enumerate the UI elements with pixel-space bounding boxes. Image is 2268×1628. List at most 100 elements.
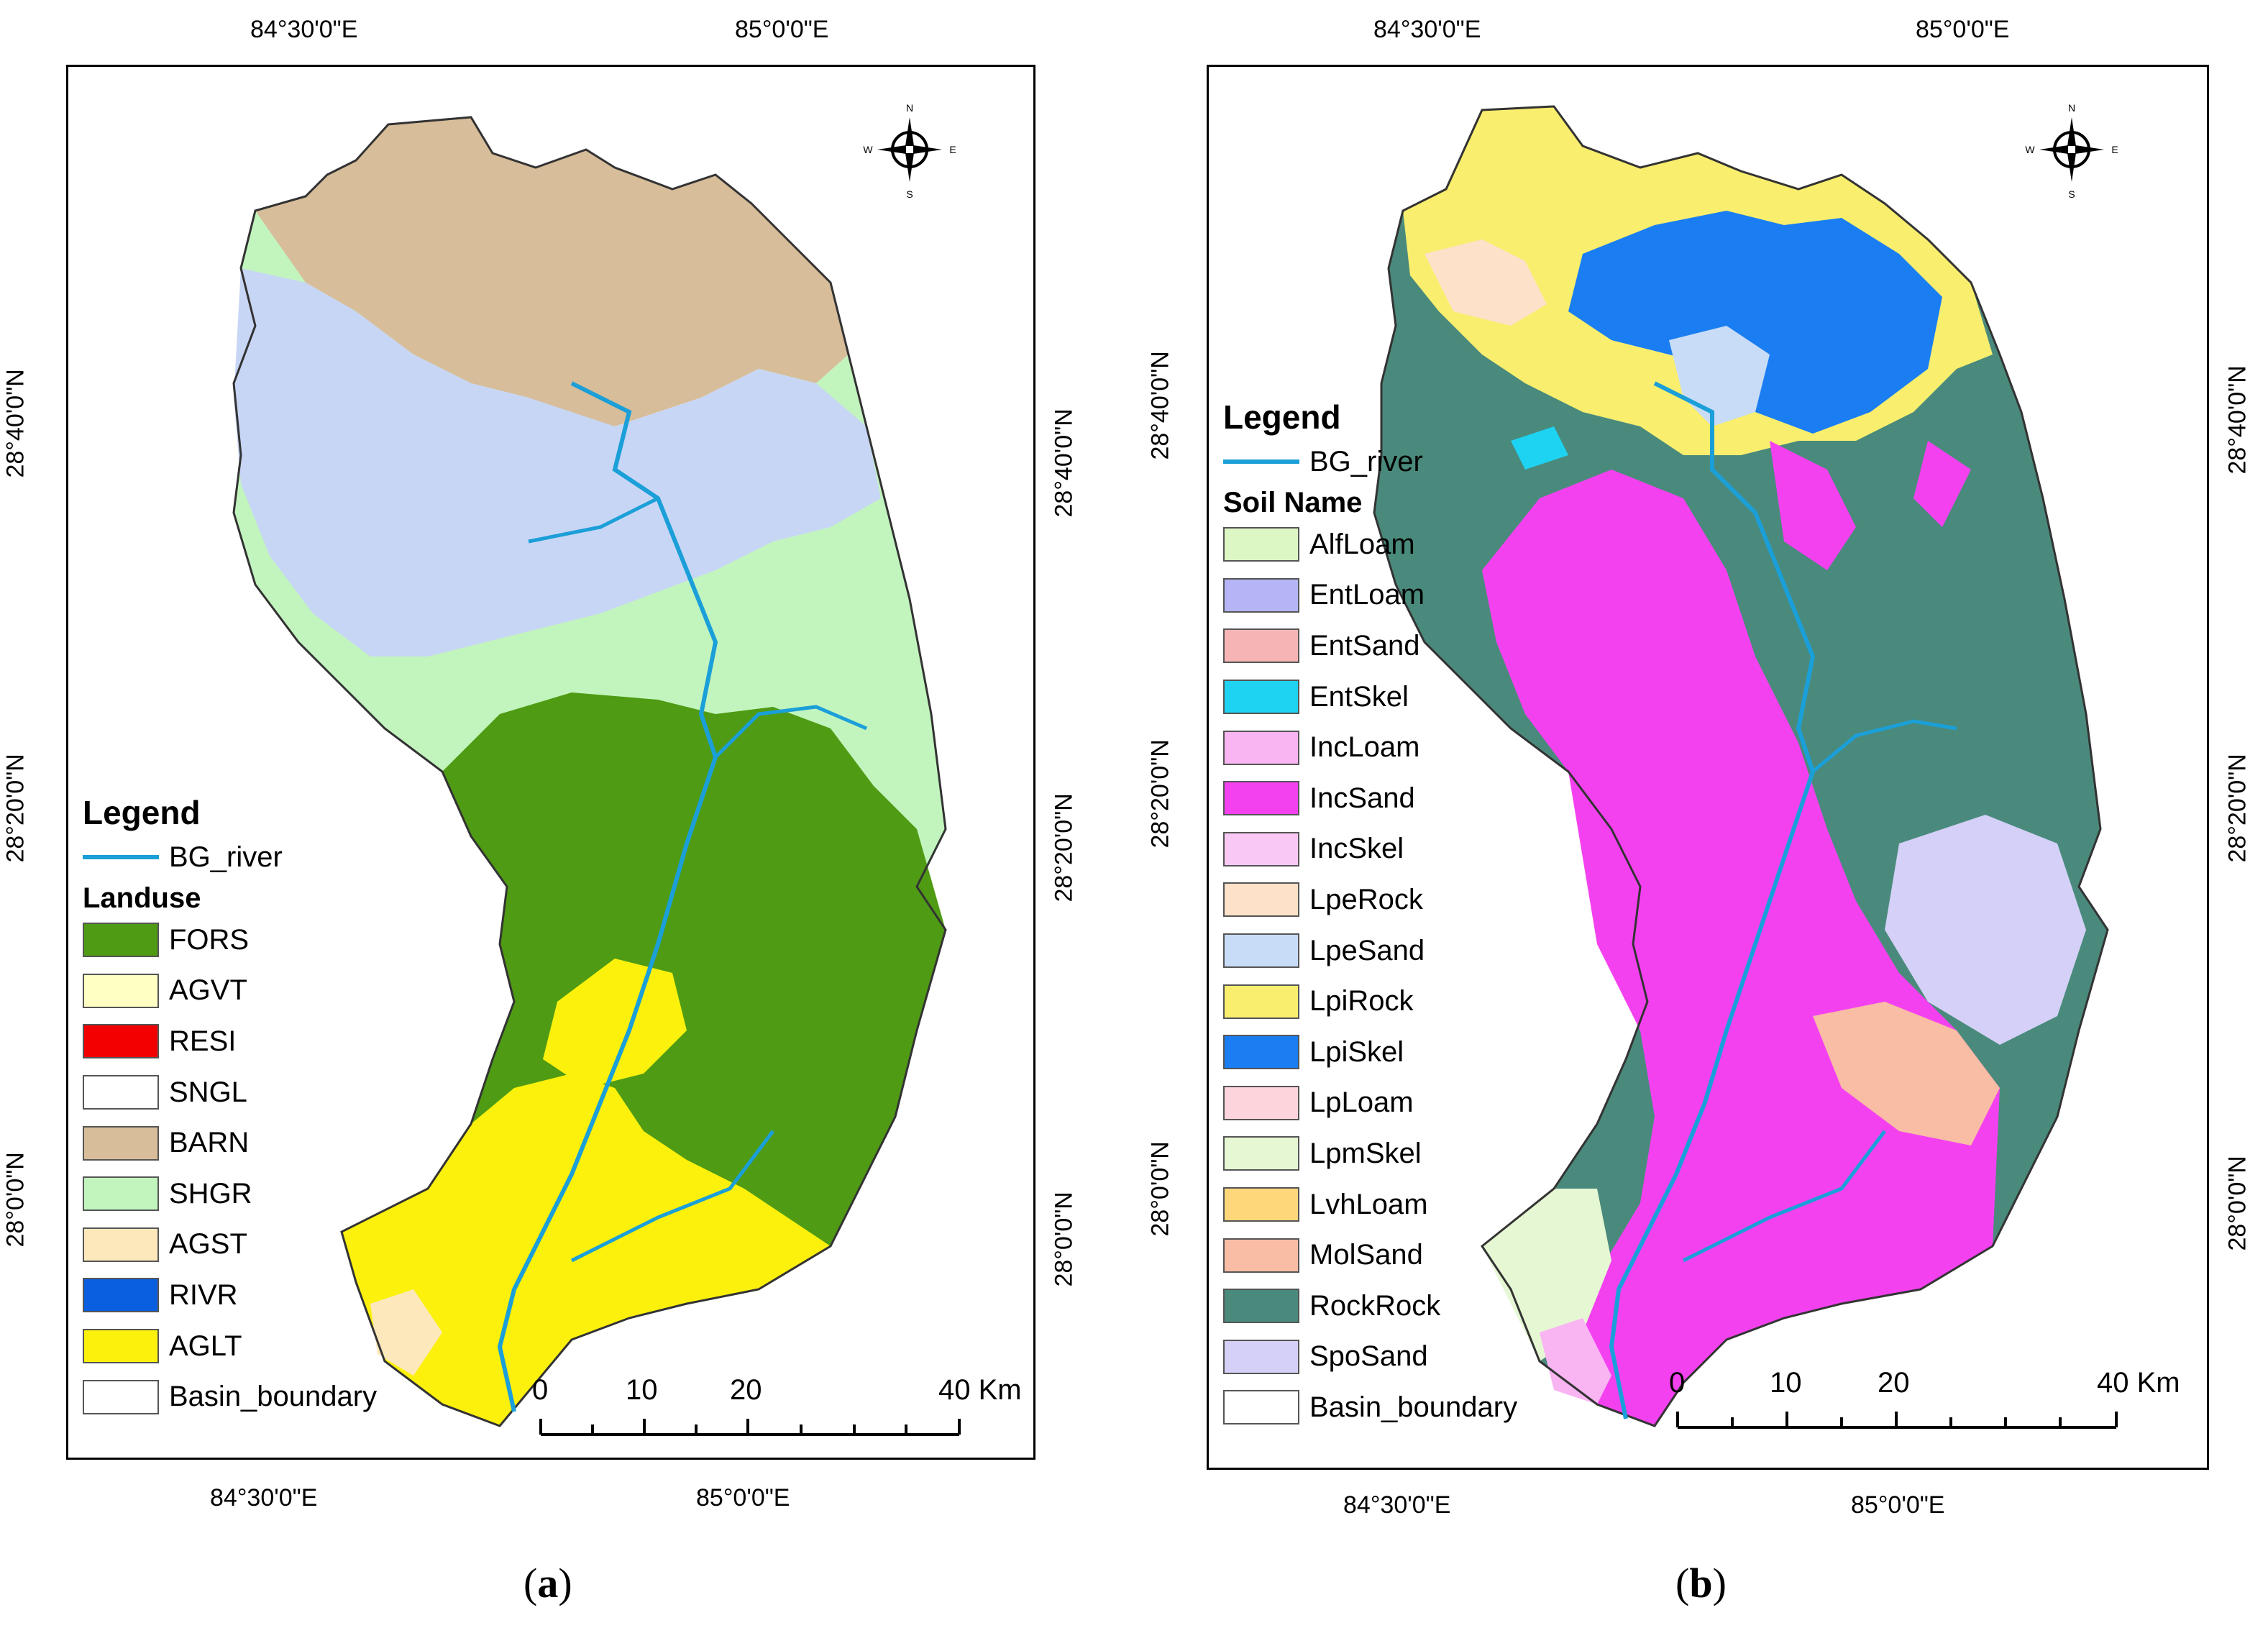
legend-item: LpeRock [1223, 874, 1517, 925]
compass-w-a: W [863, 144, 873, 155]
legend-item: FORS [83, 915, 377, 966]
legend-label: AGVT [169, 974, 247, 1007]
legend-swatch [1223, 1085, 1299, 1120]
legend-item: LpiSkel [1223, 1027, 1517, 1078]
legend-label: RockRock [1309, 1289, 1441, 1322]
compass-w-b: W [2025, 144, 2035, 155]
lperock-patch [1425, 239, 1547, 326]
top-coord-1: 84°30'0"E [250, 16, 358, 43]
sngl-zone [234, 268, 881, 657]
legend-item: IncLoam [1223, 722, 1517, 773]
right-coord-3-a: 28°0'0"N [1050, 1192, 1078, 1287]
top-coord-2-b: 85°0'0"E [1916, 16, 2010, 43]
legend-river-row-b: BG_river [1223, 436, 1517, 487]
legend-label: LpeSand [1309, 934, 1425, 966]
legend-label: RIVR [169, 1279, 238, 1311]
legend-label: LpmSkel [1309, 1137, 1422, 1169]
right-coord-2-b: 28°20'0"N [2223, 754, 2251, 863]
legend-label: AGLT [169, 1330, 242, 1362]
incsand-streak-2 [1913, 441, 1971, 527]
legend-river-label-b: BG_river [1309, 445, 1423, 477]
legend-item: AGVT [83, 966, 377, 1017]
legend-label: AlfLoam [1309, 528, 1415, 560]
incsand-zone [1482, 470, 2000, 1426]
compass-e-a: E [949, 144, 956, 155]
bg-river-trib-a2 [570, 1130, 774, 1263]
legend-swatch [1223, 577, 1299, 613]
bg-river-main-a [497, 381, 718, 1412]
map-frame-b: N S E W Legend BG_river Soil Name AlfLoa… [1207, 65, 2209, 1470]
legend-swatch [1223, 628, 1299, 664]
scale-tick-0-a: 0 [532, 1374, 549, 1406]
compass-s-b: S [2068, 188, 2075, 200]
legend-item: BARN [83, 1117, 377, 1169]
legend-swatch [1223, 831, 1299, 866]
legend-item: LpeSand [1223, 925, 1517, 977]
legend-label: SHGR [169, 1177, 252, 1209]
legend-label: EntSkel [1309, 680, 1409, 713]
legend-label: MolSand [1309, 1239, 1423, 1271]
incloam-patch [1540, 1318, 1611, 1404]
soil-map [1373, 105, 2109, 1427]
legend-swatch [1223, 882, 1299, 918]
legend-swatch [1223, 527, 1299, 562]
legend-item: EntLoam [1223, 570, 1517, 621]
scale-tick-40-b: 40 Km [2097, 1367, 2180, 1399]
legend-item: RIVR [83, 1270, 377, 1321]
scale-tick-10-a: 10 [626, 1374, 658, 1406]
legend-item: SHGR [83, 1169, 377, 1220]
legend-item: LpLoam [1223, 1078, 1517, 1129]
legend-label: AGST [169, 1228, 247, 1261]
legend-label: LpeRock [1309, 883, 1423, 915]
sposand-zone [1885, 815, 2086, 1045]
left-coord-2-b: 28°20'0"N [1146, 739, 1174, 849]
compass-n-b: N [2068, 102, 2075, 114]
legend-item: RockRock [1223, 1281, 1517, 1332]
legend-swatch [1223, 1339, 1299, 1374]
river-line-swatch-b [1223, 459, 1299, 464]
top-coord-2: 85°0'0"E [735, 16, 829, 43]
legend-items-b: AlfLoam EntLoam EntSand EntSkel IncLoam IncSa… [1223, 519, 1517, 1433]
right-coord-1-b: 28°40'0"N [2223, 365, 2251, 475]
left-coord-1-b: 28°40'0"N [1146, 351, 1174, 460]
incsand-streak [1770, 441, 1856, 570]
legend-subtitle-b: Soil Name [1223, 487, 1363, 518]
bottom-coord-1-b: 84°30'0"E [1343, 1491, 1451, 1519]
bg-river-main-b [1609, 381, 1816, 1419]
basin-boundary-a [232, 116, 947, 1427]
legend-item: IncSand [1223, 773, 1517, 824]
lpmskel-zone [1482, 1189, 1611, 1361]
legend-swatch [83, 1075, 159, 1110]
compass-e-b: E [2111, 144, 2118, 155]
bg-river-trib-a1 [714, 705, 867, 759]
scale-bar-b: 0 10 20 40 Km [1669, 1367, 2180, 1446]
legend-label: LvhLoam [1309, 1188, 1428, 1220]
legend-swatch [83, 1024, 159, 1059]
legend-item: SNGL [83, 1067, 377, 1118]
bottom-coord-2-a: 85°0'0"E [696, 1484, 790, 1512]
top-coord-1-b: 84°30'0"E [1373, 16, 1481, 43]
bg-river-trib-b1 [1811, 719, 1957, 773]
caption-a: (a) [523, 1560, 572, 1606]
legend-item: Basin_boundary [83, 1371, 377, 1422]
aglt-zone [342, 1074, 831, 1426]
legend-label: LpLoam [1309, 1087, 1414, 1119]
legend-swatch [83, 1379, 159, 1414]
legend-swatch [83, 1227, 159, 1262]
legend-label: EntLoam [1309, 579, 1425, 611]
right-coord-2-a: 28°20'0"N [1050, 793, 1078, 902]
legend-item: MolSand [1223, 1230, 1517, 1281]
aglt-patch [543, 959, 687, 1088]
legend-swatch [1223, 1035, 1299, 1070]
legend-label: Basin_boundary [169, 1381, 378, 1413]
legend-item: LvhLoam [1223, 1179, 1517, 1230]
legend-swatch [1223, 933, 1299, 969]
left-coord-1-a: 28°40'0"N [1, 369, 29, 478]
legend-item: EntSand [1223, 621, 1517, 672]
right-coord-3-b: 28°0'0"N [2223, 1156, 2251, 1251]
legend-item: LpiRock [1223, 976, 1517, 1027]
bg-river-trib-a3 [528, 496, 659, 544]
scale-bar-a: 0 10 20 40 Km [532, 1374, 1022, 1453]
legend-swatch [1223, 730, 1299, 765]
legend-item: EntSkel [1223, 672, 1517, 723]
